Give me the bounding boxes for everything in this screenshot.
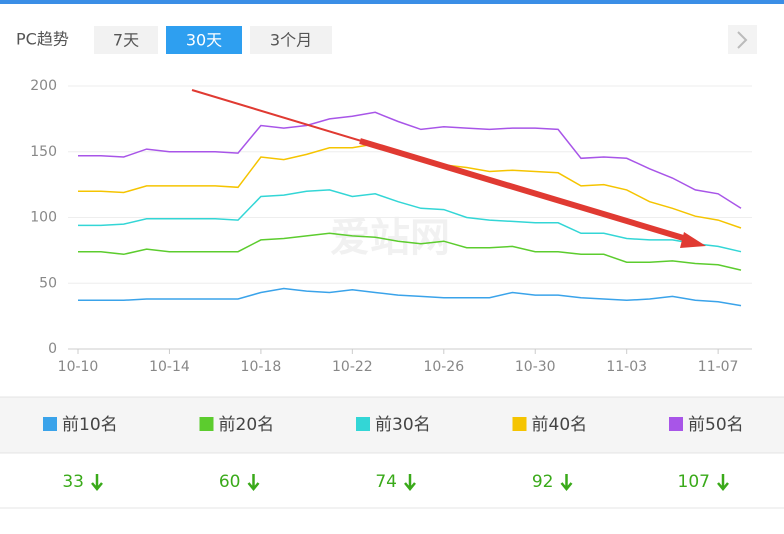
top-border xyxy=(0,0,784,4)
x-tick-label: 10-10 xyxy=(58,359,99,375)
x-tick-label: 10-14 xyxy=(149,359,190,375)
annotation-arrow-line-thick xyxy=(359,138,691,243)
latest-value: 74 xyxy=(375,472,397,492)
down-arrow xyxy=(247,474,260,491)
next-icon xyxy=(737,31,748,49)
y-tick-label: 50 xyxy=(39,275,57,291)
x-tick-label: 10-30 xyxy=(515,359,556,375)
y-tick-label: 200 xyxy=(30,78,57,94)
legend-swatch xyxy=(669,417,683,431)
legend-label: 前20名 xyxy=(219,415,275,435)
down-arrow xyxy=(404,474,416,491)
x-tick-label: 10-26 xyxy=(423,359,464,375)
plot-area: 爱站网 0 50 100 150 200 10-10 10-14 10-18 10-22 10-26… xyxy=(30,78,752,375)
down-arrow xyxy=(91,474,103,491)
next-button[interactable] xyxy=(728,25,757,54)
latest-value: 107 xyxy=(678,472,710,492)
series-line xyxy=(78,232,742,271)
x-tick-label: 10-18 xyxy=(241,359,282,375)
annotation-arrow-head xyxy=(680,232,706,248)
legend: 前10名 33 前20名 60 前30名 74 前40名 92 前50名 107 xyxy=(43,415,744,492)
tab[interactable] xyxy=(166,26,242,54)
legend-label: 前30名 xyxy=(375,415,431,435)
legend-label: 前10名 xyxy=(62,415,118,435)
legend-swatch xyxy=(199,417,214,431)
watermark: 爱站网 xyxy=(330,215,450,261)
tab-group: 7天 30天 3个月 xyxy=(94,26,332,54)
series-line xyxy=(78,189,742,253)
tab-label[interactable]: 7天 xyxy=(113,31,139,50)
legend-label: 前40名 xyxy=(532,415,588,435)
tab-label[interactable]: 30天 xyxy=(186,31,222,50)
latest-value: 60 xyxy=(219,472,241,492)
down-arrow xyxy=(717,474,729,491)
legend-label: 前50名 xyxy=(688,415,744,435)
legend-swatch xyxy=(43,417,57,431)
legend-swatch xyxy=(356,417,370,431)
y-tick-label: 0 xyxy=(48,341,57,357)
legend-swatch xyxy=(512,417,527,431)
series-line xyxy=(78,111,742,209)
x-tick-label: 11-03 xyxy=(606,359,647,375)
x-tick-label: 10-22 xyxy=(332,359,373,375)
tab[interactable] xyxy=(250,26,332,54)
tab[interactable] xyxy=(94,26,158,54)
series-line xyxy=(78,287,742,307)
x-tick-label: 11-07 xyxy=(698,359,739,375)
legend-row xyxy=(0,397,784,453)
down-arrow xyxy=(560,474,573,491)
panel-title: PC趋势 xyxy=(16,30,69,49)
y-tick-label: 100 xyxy=(30,210,57,226)
latest-value: 92 xyxy=(532,472,554,492)
latest-value: 33 xyxy=(62,472,84,492)
tab-label[interactable]: 3个月 xyxy=(270,31,312,50)
y-tick-label: 150 xyxy=(30,144,57,160)
